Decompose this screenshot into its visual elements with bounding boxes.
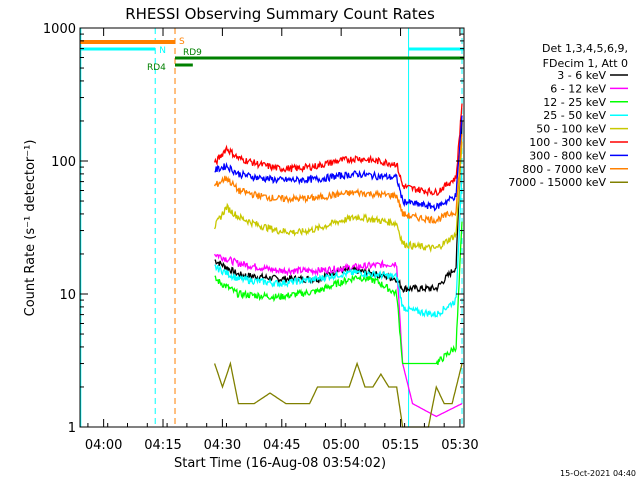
series-line-50-100-kev — [214, 141, 463, 254]
x-tick-label: 04:15 — [144, 438, 181, 453]
status-bar-rd4: RD4 — [147, 63, 193, 73]
series-800-7000-kev — [214, 133, 463, 224]
x-tick-label: 05:30 — [441, 438, 478, 453]
series-line-6-12-kev — [214, 253, 463, 418]
legend-label-12-25-kev: 12 - 25 keV — [543, 96, 606, 109]
series-300-800-kev — [214, 115, 463, 212]
y-axis-label: Count Rate (s⁻¹ detector⁻¹) — [23, 140, 38, 317]
legend-label-100-300-kev: 100 - 300 keV — [529, 136, 606, 149]
legend-header-line: Det 1,3,4,5,6,9, — [542, 42, 628, 55]
series-25-50-kev — [214, 167, 463, 318]
legend-item-7000-15000-kev: 7000 - 15000 keV — [508, 176, 628, 189]
series-12-25-kev — [214, 221, 463, 366]
status-bar-label-rd9: RD9 — [183, 48, 202, 58]
series-6-12-kev — [214, 253, 463, 418]
status-bar-n: N — [80, 46, 464, 56]
footer-timestamp: 15-Oct-2021 04:40 — [560, 469, 636, 478]
status-bar-s: S — [80, 37, 185, 47]
y-tick-label: 100 — [51, 155, 76, 170]
y-tick-label: 1 — [68, 421, 76, 436]
x-tick-label: 05:15 — [382, 438, 419, 453]
legend-label-6-12-kev: 6 - 12 keV — [550, 82, 606, 95]
legend-item-3-6-kev: 3 - 6 keV — [557, 69, 628, 82]
legend-item-800-7000-kev: 800 - 7000 keV — [522, 163, 628, 176]
series-line-25-50-kev — [214, 167, 463, 318]
series-line-12-25-kev — [214, 221, 463, 366]
x-tick-label: 05:00 — [322, 438, 359, 453]
legend-label-3-6-kev: 3 - 6 keV — [557, 69, 606, 82]
legend-item-12-25-kev: 12 - 25 keV — [543, 96, 628, 109]
x-tick-label: 04:30 — [204, 438, 241, 453]
series-line-100-300-kev — [213, 103, 463, 198]
series-line-300-800-kev — [214, 115, 463, 212]
status-bar-label-n: N — [159, 46, 166, 56]
legend-item-50-100-kev: 50 - 100 keV — [536, 123, 628, 136]
legend-item-6-12-kev: 6 - 12 keV — [550, 82, 628, 95]
status-bar-label-rd4: RD4 — [147, 63, 166, 73]
y-tick-label: 1000 — [43, 22, 76, 37]
legend-item-300-800-kev: 300 - 800 keV — [529, 149, 628, 162]
axes: 04:00 04:15 04:30 04:45 05:00 05:15 05:30 1 10 10… — [43, 22, 479, 453]
legend-label-300-800-kev: 300 - 800 keV — [529, 149, 606, 162]
x-axis-label: Start Time (16-Aug-08 03:54:02) — [174, 456, 386, 471]
y-tick-label: 10 — [59, 288, 76, 303]
data-series — [213, 103, 463, 428]
status-bar-label-s: S — [179, 37, 185, 47]
chart-title: RHESSI Observing Summary Count Rates — [125, 5, 435, 23]
legend-label-25-50-kev: 25 - 50 keV — [543, 109, 606, 122]
status-bars: S N RD9 RD4 — [80, 37, 464, 73]
plot-frame — [79, 27, 465, 428]
status-bar-rd9: RD9 — [175, 48, 464, 60]
x-tick-label: 04:00 — [85, 438, 122, 453]
legend-label-7000-15000-kev: 7000 - 15000 keV — [508, 176, 606, 189]
legend-label-800-7000-kev: 800 - 7000 keV — [522, 163, 606, 176]
legend-label-50-100-kev: 50 - 100 keV — [536, 123, 606, 136]
x-tick-label: 04:45 — [263, 438, 300, 453]
series-100-300-kev — [213, 103, 463, 198]
legend: Det 1,3,4,5,6,9, FDecim 1, Att 03 - 6 keV… — [508, 42, 628, 189]
vertical-markers — [80, 28, 463, 427]
legend-item-100-300-kev: 100 - 300 keV — [529, 136, 628, 149]
series-50-100-kev — [214, 141, 463, 254]
legend-item-25-50-kev: 25 - 50 keV — [543, 109, 628, 122]
legend-header-line: FDecim 1, Att 0 — [543, 57, 628, 70]
series-line-800-7000-kev — [214, 133, 463, 224]
